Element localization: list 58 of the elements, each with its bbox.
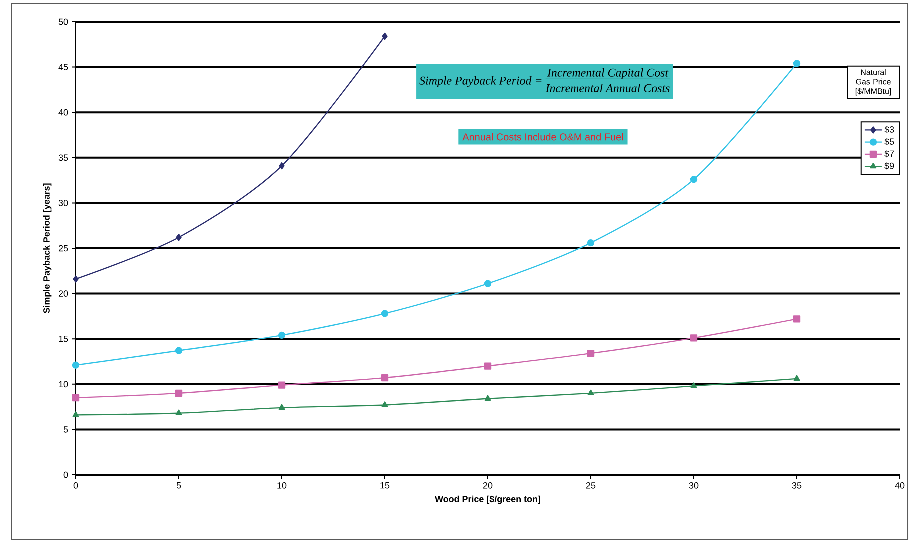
y-tick-label: 45 [58, 64, 68, 70]
y-tick-label: 35 [58, 154, 68, 162]
point [793, 316, 801, 323]
y-tick-label: 30 [58, 200, 68, 206]
point [175, 347, 183, 354]
y-tick-label: 40 [58, 109, 68, 116]
point [587, 350, 595, 358]
y-tick-label: 25 [58, 245, 68, 252]
point [278, 332, 286, 340]
point [382, 32, 388, 40]
y-tick-label: 5 [64, 426, 68, 433]
point [690, 334, 698, 342]
point [690, 176, 698, 184]
point [72, 362, 80, 369]
point [484, 362, 492, 370]
x-tick-label: 20 [483, 482, 493, 489]
point [588, 390, 594, 396]
point [278, 382, 286, 389]
y-tick-label: 10 [59, 381, 68, 388]
x-axis-title: Wood Price [$/green ton] [435, 496, 540, 504]
point [587, 239, 595, 247]
annotation: Annual Costs Include O&M and Fuel [462, 133, 624, 141]
point [72, 412, 80, 418]
point [176, 410, 182, 416]
x-tick-label: 30 [689, 482, 699, 489]
point [72, 394, 80, 402]
annotation: Simple Payback Period = [420, 76, 542, 88]
point [73, 276, 79, 283]
point [279, 162, 285, 170]
x-tick-label: 35 [792, 482, 802, 489]
annotation: Incremental Annual Costs [546, 84, 670, 92]
point [794, 375, 800, 382]
legend-label: $7 [884, 150, 894, 158]
point [381, 374, 389, 382]
x-tick-label: 5 [176, 482, 182, 489]
annotation: Incremental Capital Cost [547, 68, 669, 80]
legend-label: $5 [884, 138, 894, 146]
legend-label: $3 [884, 126, 894, 134]
x-tick-label: 15 [380, 482, 390, 489]
y-tick-label: 50 [58, 18, 68, 26]
point [484, 395, 492, 401]
point [175, 390, 183, 398]
point [382, 402, 388, 408]
x-tick-label: 0 [74, 482, 78, 489]
point [793, 60, 801, 68]
x-tick-label: 40 [895, 482, 905, 489]
legend-label: $9 [884, 162, 894, 170]
y-tick-label: 0 [64, 472, 68, 478]
x-tick-label: 10 [278, 482, 287, 489]
point [690, 382, 698, 388]
y-tick-label: 20 [58, 290, 68, 297]
point [381, 310, 389, 318]
point [278, 404, 286, 410]
y-tick-label: 15 [59, 336, 68, 342]
point [176, 234, 182, 242]
x-tick-label: 25 [586, 482, 596, 489]
y-axis-title: Simple Payback Period [years] [43, 184, 52, 314]
point [484, 280, 492, 288]
